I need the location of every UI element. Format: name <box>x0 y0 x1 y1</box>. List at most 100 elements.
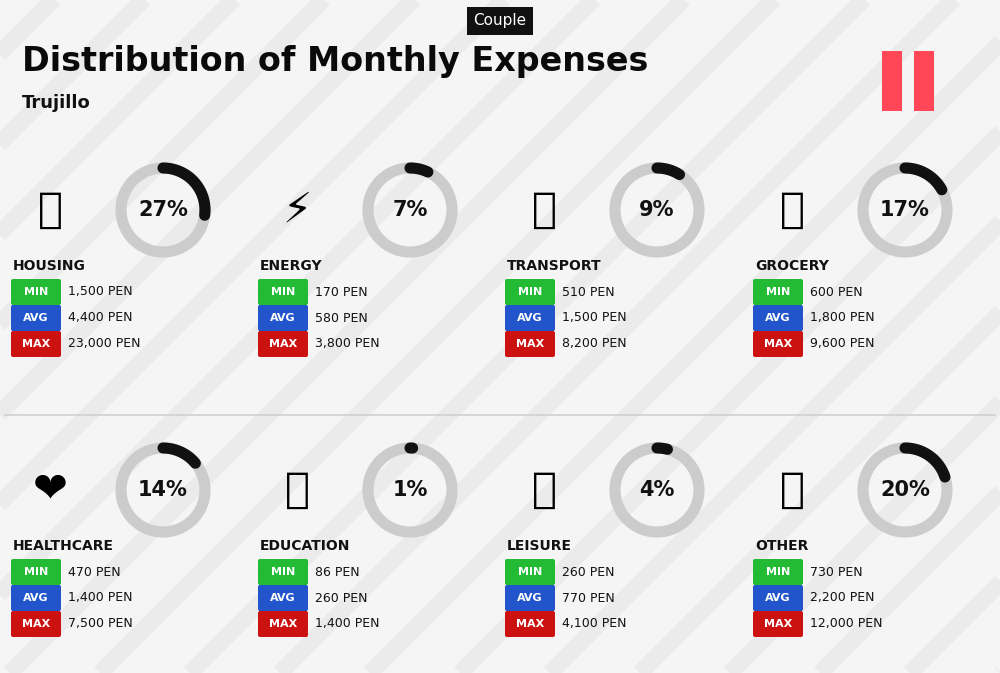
Text: 🛒: 🛒 <box>780 189 804 231</box>
Text: 12,000 PEN: 12,000 PEN <box>810 618 883 631</box>
Text: MIN: MIN <box>518 567 542 577</box>
Text: AVG: AVG <box>517 593 543 603</box>
Text: 🏢: 🏢 <box>38 189 62 231</box>
Text: Couple: Couple <box>473 13 527 28</box>
Text: 9%: 9% <box>639 200 675 220</box>
FancyBboxPatch shape <box>258 559 308 585</box>
FancyBboxPatch shape <box>753 611 803 637</box>
Text: 🎓: 🎓 <box>285 469 310 511</box>
FancyBboxPatch shape <box>505 279 555 305</box>
FancyBboxPatch shape <box>11 331 61 357</box>
Text: 170 PEN: 170 PEN <box>315 285 368 299</box>
Text: MAX: MAX <box>764 339 792 349</box>
Text: MAX: MAX <box>516 619 544 629</box>
Text: 1,400 PEN: 1,400 PEN <box>68 592 132 604</box>
Text: 1,500 PEN: 1,500 PEN <box>68 285 133 299</box>
Text: 14%: 14% <box>138 480 188 500</box>
Text: 770 PEN: 770 PEN <box>562 592 615 604</box>
Text: MAX: MAX <box>269 619 297 629</box>
Text: 1,400 PEN: 1,400 PEN <box>315 618 380 631</box>
Text: 600 PEN: 600 PEN <box>810 285 863 299</box>
Text: LEISURE: LEISURE <box>507 539 572 553</box>
FancyBboxPatch shape <box>505 305 555 331</box>
Text: 510 PEN: 510 PEN <box>562 285 615 299</box>
FancyBboxPatch shape <box>11 611 61 637</box>
Text: ENERGY: ENERGY <box>260 259 323 273</box>
FancyBboxPatch shape <box>11 279 61 305</box>
Text: MIN: MIN <box>24 287 48 297</box>
Text: 1,500 PEN: 1,500 PEN <box>562 312 627 324</box>
Text: MIN: MIN <box>766 287 790 297</box>
Text: 7,500 PEN: 7,500 PEN <box>68 618 133 631</box>
Text: 💛: 💛 <box>780 469 804 511</box>
Text: MAX: MAX <box>22 339 50 349</box>
FancyBboxPatch shape <box>882 51 902 111</box>
Text: MIN: MIN <box>24 567 48 577</box>
Text: MIN: MIN <box>271 287 295 297</box>
FancyBboxPatch shape <box>505 585 555 611</box>
Text: 7%: 7% <box>392 200 428 220</box>
FancyBboxPatch shape <box>753 559 803 585</box>
FancyBboxPatch shape <box>258 611 308 637</box>
Text: ⚡: ⚡ <box>282 189 312 231</box>
FancyBboxPatch shape <box>505 611 555 637</box>
Text: 470 PEN: 470 PEN <box>68 565 121 579</box>
Text: AVG: AVG <box>765 313 791 323</box>
FancyBboxPatch shape <box>753 331 803 357</box>
Text: 260 PEN: 260 PEN <box>562 565 614 579</box>
Text: MAX: MAX <box>22 619 50 629</box>
Text: MIN: MIN <box>518 287 542 297</box>
Text: TRANSPORT: TRANSPORT <box>507 259 602 273</box>
FancyBboxPatch shape <box>753 305 803 331</box>
Text: GROCERY: GROCERY <box>755 259 829 273</box>
Text: ❤️: ❤️ <box>33 469 67 511</box>
Text: AVG: AVG <box>23 313 49 323</box>
Text: 2,200 PEN: 2,200 PEN <box>810 592 874 604</box>
Text: MAX: MAX <box>764 619 792 629</box>
Text: 4%: 4% <box>639 480 675 500</box>
FancyBboxPatch shape <box>914 51 934 111</box>
Text: 20%: 20% <box>880 480 930 500</box>
Text: HOUSING: HOUSING <box>13 259 86 273</box>
Text: 17%: 17% <box>880 200 930 220</box>
FancyBboxPatch shape <box>505 559 555 585</box>
Text: 3,800 PEN: 3,800 PEN <box>315 337 380 351</box>
Text: AVG: AVG <box>765 593 791 603</box>
FancyBboxPatch shape <box>753 279 803 305</box>
Text: MAX: MAX <box>269 339 297 349</box>
Text: 4,400 PEN: 4,400 PEN <box>68 312 132 324</box>
Text: 86 PEN: 86 PEN <box>315 565 360 579</box>
Text: 23,000 PEN: 23,000 PEN <box>68 337 140 351</box>
FancyBboxPatch shape <box>753 585 803 611</box>
FancyBboxPatch shape <box>11 559 61 585</box>
Text: AVG: AVG <box>270 313 296 323</box>
FancyBboxPatch shape <box>258 305 308 331</box>
Text: 260 PEN: 260 PEN <box>315 592 368 604</box>
Text: Trujillo: Trujillo <box>22 94 91 112</box>
Text: MIN: MIN <box>766 567 790 577</box>
Text: AVG: AVG <box>517 313 543 323</box>
FancyBboxPatch shape <box>11 585 61 611</box>
FancyBboxPatch shape <box>258 585 308 611</box>
Text: 8,200 PEN: 8,200 PEN <box>562 337 627 351</box>
Text: MAX: MAX <box>516 339 544 349</box>
FancyBboxPatch shape <box>11 305 61 331</box>
Text: 27%: 27% <box>138 200 188 220</box>
Text: 9,600 PEN: 9,600 PEN <box>810 337 874 351</box>
Text: 🛒: 🛒 <box>532 469 556 511</box>
Text: 580 PEN: 580 PEN <box>315 312 368 324</box>
Text: 730 PEN: 730 PEN <box>810 565 863 579</box>
Text: MIN: MIN <box>271 567 295 577</box>
Text: 1,800 PEN: 1,800 PEN <box>810 312 875 324</box>
Text: 4,100 PEN: 4,100 PEN <box>562 618 626 631</box>
Text: 🚌: 🚌 <box>532 189 556 231</box>
FancyBboxPatch shape <box>258 279 308 305</box>
Text: AVG: AVG <box>23 593 49 603</box>
FancyBboxPatch shape <box>258 331 308 357</box>
Text: EDUCATION: EDUCATION <box>260 539 350 553</box>
Text: 1%: 1% <box>392 480 428 500</box>
Text: HEALTHCARE: HEALTHCARE <box>13 539 114 553</box>
Text: AVG: AVG <box>270 593 296 603</box>
FancyBboxPatch shape <box>505 331 555 357</box>
Text: OTHER: OTHER <box>755 539 808 553</box>
